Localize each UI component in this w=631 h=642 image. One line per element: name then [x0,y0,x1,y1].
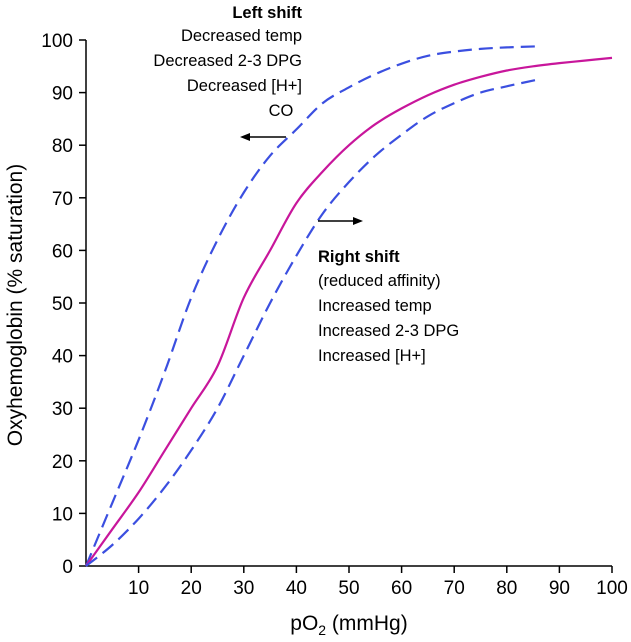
y-tick-label: 20 [52,452,73,473]
x-tick-label: 10 [128,578,149,599]
x-tick-label: 30 [233,578,254,599]
y-tick-label: 0 [62,557,73,578]
y-tick-label: 70 [52,189,73,210]
left-shift-arrow [240,133,286,141]
x-tick-label: 70 [444,578,465,599]
normal-curve [85,56,613,567]
x-tick-label: 90 [549,578,570,599]
y-tick-label: 40 [52,347,73,368]
y-tick-label: 50 [52,294,73,315]
x-tick-label: 20 [181,578,202,599]
y-tick-label: 90 [52,84,73,105]
x-tick-label: 40 [286,578,307,599]
right-shift-arrow [318,217,363,225]
left-shift-annotation: Left shift Decreased temp Decreased 2-3 … [153,4,302,141]
left-shift-heading: Left shift [232,4,302,22]
y-tick-label: 10 [52,504,73,525]
y-tick-label: 80 [52,136,73,157]
y-axis-title: Oxyhemoglobin (% saturation) [4,164,27,446]
x-axis-ticks: 10 20 30 40 50 60 70 80 90 100 [128,566,628,599]
left-shift-curve [84,45,539,567]
left-shift-line-3: Decreased [H+] [187,77,302,95]
x-axis-title: pO2 (mmHg) [290,612,407,638]
right-shift-line-2: Increased temp [318,297,432,315]
right-shift-annotation: Right shift (reduced affinity) Increased… [318,217,459,365]
x-tick-label: 50 [338,578,359,599]
left-shift-line-4: CO [269,102,294,120]
left-shift-line-1: Decreased temp [181,27,302,45]
right-shift-line-1: (reduced affinity) [318,272,441,290]
x-axis-title-unit: (mmHg) [326,612,408,635]
right-shift-heading: Right shift [318,248,400,266]
right-shift-line-4: Increased [H+] [318,347,426,365]
right-shift-line-3: Increased 2-3 DPG [318,322,459,340]
left-shift-line-2: Decreased 2-3 DPG [153,52,302,70]
x-tick-label: 100 [596,578,628,599]
series-layer [84,45,613,567]
y-axis-ticks: 0 10 20 30 40 50 60 70 80 90 100 [41,31,86,578]
x-axis-title-main: pO [290,612,318,635]
y-tick-label: 100 [41,31,73,52]
x-axis-title-subscript: 2 [318,622,326,638]
x-tick-label: 80 [496,578,517,599]
right-shift-curve [85,78,539,567]
x-tick-label: 60 [391,578,412,599]
y-tick-label: 60 [52,241,73,262]
y-tick-label: 30 [52,399,73,420]
